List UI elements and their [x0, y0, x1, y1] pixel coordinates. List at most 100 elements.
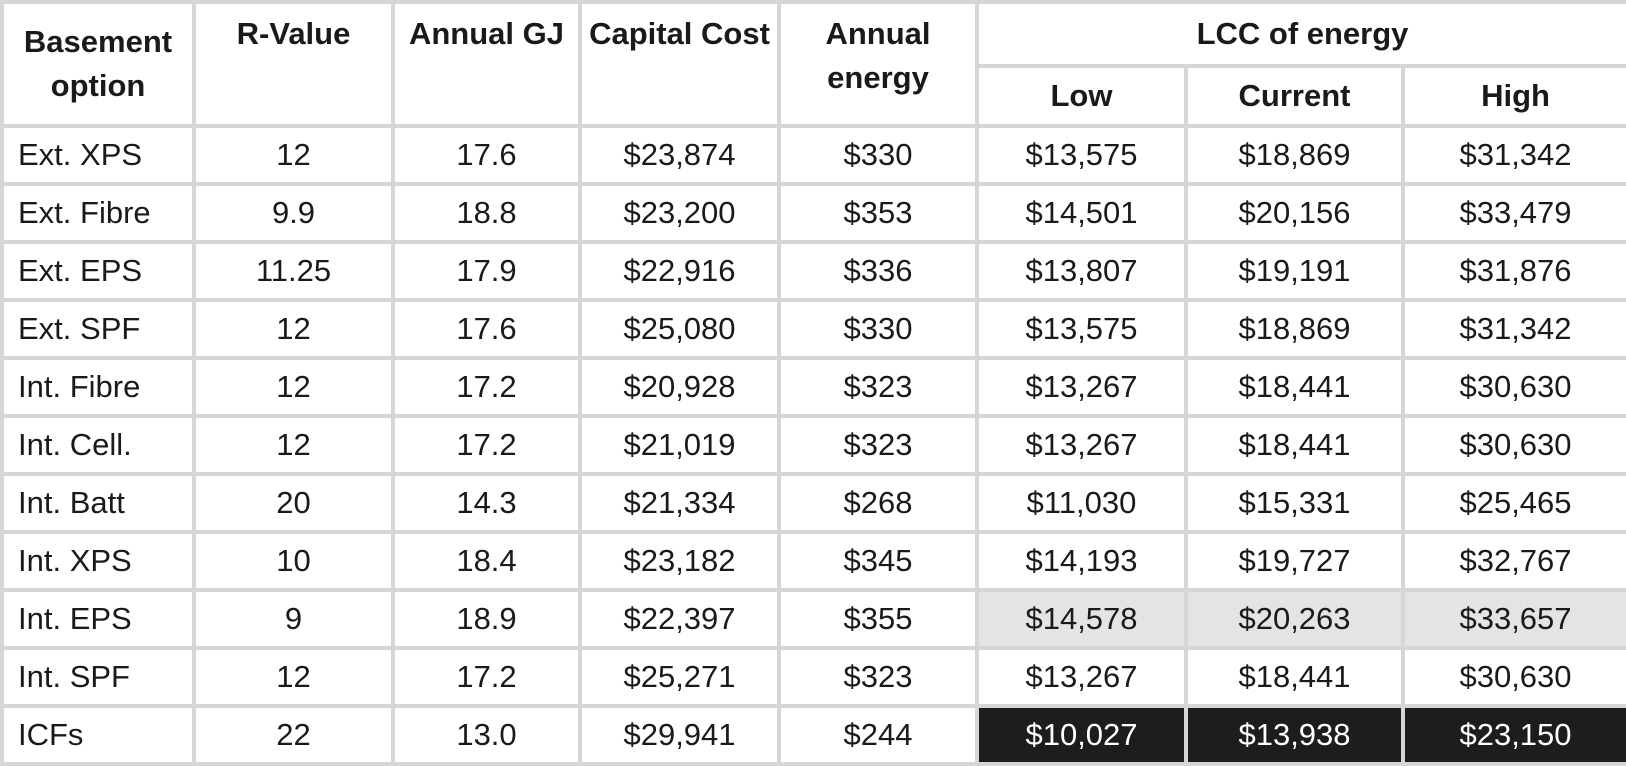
cell-option: Int. Batt	[0, 472, 196, 534]
cell-annual-energy: $355	[777, 588, 979, 650]
table-row: Int. Batt 20 14.3 $21,334 $268 $11,030 $…	[0, 472, 1626, 534]
cell-capital-cost: $23,874	[578, 124, 781, 186]
cell-lcc-current: $18,869	[1184, 124, 1405, 186]
table-row: Int. Fibre 12 17.2 $20,928 $323 $13,267 …	[0, 356, 1626, 418]
cell-capital-cost: $22,397	[578, 588, 781, 650]
cell-option: Ext. XPS	[0, 124, 196, 186]
cell-capital-cost: $22,916	[578, 240, 781, 302]
cell-lcc-low: $13,267	[975, 414, 1188, 476]
cell-r-value: 11.25	[192, 240, 395, 302]
cell-lcc-high: $33,479	[1401, 182, 1626, 244]
cell-option: Int. Fibre	[0, 356, 196, 418]
header-basement-option: Basement option	[0, 0, 196, 128]
cell-lcc-current: $18,441	[1184, 356, 1405, 418]
cell-r-value: 12	[192, 414, 395, 476]
cell-annual-gj: 17.2	[391, 646, 582, 708]
cell-lcc-current: $15,331	[1184, 472, 1405, 534]
cell-capital-cost: $23,182	[578, 530, 781, 592]
cell-lcc-high: $31,876	[1401, 240, 1626, 302]
cell-r-value: 22	[192, 704, 395, 766]
cell-lcc-current: $20,156	[1184, 182, 1405, 244]
table-row: Int. Cell. 12 17.2 $21,019 $323 $13,267 …	[0, 414, 1626, 476]
cell-capital-cost: $25,271	[578, 646, 781, 708]
table-row: Ext. EPS 11.25 17.9 $22,916 $336 $13,807…	[0, 240, 1626, 302]
table-row: Ext. XPS 12 17.6 $23,874 $330 $13,575 $1…	[0, 124, 1626, 186]
cell-lcc-current: $18,441	[1184, 646, 1405, 708]
cell-annual-energy: $268	[777, 472, 979, 534]
cell-lcc-low-highlighted: $14,578	[975, 588, 1188, 650]
cell-annual-energy: $323	[777, 646, 979, 708]
cell-lcc-current: $18,441	[1184, 414, 1405, 476]
cell-annual-energy: $244	[777, 704, 979, 766]
cell-lcc-current: $19,191	[1184, 240, 1405, 302]
cell-option: Int. SPF	[0, 646, 196, 708]
header-r-value: R-Value	[192, 0, 395, 128]
cell-r-value: 9.9	[192, 182, 395, 244]
cell-lcc-high: $31,342	[1401, 298, 1626, 360]
cell-lcc-high-highlighted: $33,657	[1401, 588, 1626, 650]
cell-lcc-low: $13,267	[975, 646, 1188, 708]
table-row-highlighted-light: Int. EPS 9 18.9 $22,397 $355 $14,578 $20…	[0, 588, 1626, 650]
cell-lcc-low-highlighted: $10,027	[975, 704, 1188, 766]
cell-lcc-current-highlighted: $13,938	[1184, 704, 1405, 766]
cell-r-value: 20	[192, 472, 395, 534]
cell-annual-energy: $336	[777, 240, 979, 302]
cell-option: Int. Cell.	[0, 414, 196, 476]
header-lcc-low: Low	[975, 64, 1188, 128]
table-row-highlighted-dark: ICFs 22 13.0 $29,941 $244 $10,027 $13,93…	[0, 704, 1626, 766]
cell-capital-cost: $21,334	[578, 472, 781, 534]
cell-annual-gj: 17.2	[391, 356, 582, 418]
cell-lcc-high: $30,630	[1401, 356, 1626, 418]
cell-option: Ext. SPF	[0, 298, 196, 360]
header-annual-energy: Annual energy	[777, 0, 979, 128]
cell-lcc-current: $19,727	[1184, 530, 1405, 592]
header-row: Basement option R-Value Annual GJ Capita…	[0, 0, 1626, 128]
cell-option: Int. XPS	[0, 530, 196, 592]
cell-capital-cost: $21,019	[578, 414, 781, 476]
cell-option: Ext. EPS	[0, 240, 196, 302]
cell-annual-gj: 18.4	[391, 530, 582, 592]
cell-annual-gj: 13.0	[391, 704, 582, 766]
table-row: Int. SPF 12 17.2 $25,271 $323 $13,267 $1…	[0, 646, 1626, 708]
cell-lcc-high: $30,630	[1401, 414, 1626, 476]
cell-lcc-current: $18,869	[1184, 298, 1405, 360]
cell-capital-cost: $20,928	[578, 356, 781, 418]
cell-r-value: 12	[192, 356, 395, 418]
cell-lcc-low: $13,807	[975, 240, 1188, 302]
cell-annual-gj: 17.6	[391, 298, 582, 360]
cell-annual-gj: 17.2	[391, 414, 582, 476]
table-row: Ext. SPF 12 17.6 $25,080 $330 $13,575 $1…	[0, 298, 1626, 360]
header-lcc-group: LCC of energy	[975, 0, 1626, 68]
cell-capital-cost: $25,080	[578, 298, 781, 360]
cell-annual-gj: 18.9	[391, 588, 582, 650]
cell-r-value: 12	[192, 124, 395, 186]
header-lcc-current: Current	[1184, 64, 1405, 128]
cell-lcc-high: $25,465	[1401, 472, 1626, 534]
cell-option: Int. EPS	[0, 588, 196, 650]
table-row: Ext. Fibre 9.9 18.8 $23,200 $353 $14,501…	[0, 182, 1626, 244]
cell-option: Ext. Fibre	[0, 182, 196, 244]
cell-r-value: 12	[192, 646, 395, 708]
cell-option: ICFs	[0, 704, 196, 766]
header-annual-gj: Annual GJ	[391, 0, 582, 128]
cell-lcc-high-highlighted: $23,150	[1401, 704, 1626, 766]
cell-lcc-current-highlighted: $20,263	[1184, 588, 1405, 650]
cell-lcc-low: $11,030	[975, 472, 1188, 534]
cell-lcc-low: $13,575	[975, 124, 1188, 186]
cell-lcc-low: $13,575	[975, 298, 1188, 360]
cell-annual-energy: $323	[777, 414, 979, 476]
cell-annual-energy: $330	[777, 298, 979, 360]
cell-lcc-high: $30,630	[1401, 646, 1626, 708]
cell-annual-gj: 14.3	[391, 472, 582, 534]
cell-lcc-low: $14,501	[975, 182, 1188, 244]
header-capital-cost: Capital Cost	[578, 0, 781, 128]
cell-r-value: 12	[192, 298, 395, 360]
cell-r-value: 10	[192, 530, 395, 592]
cell-annual-gj: 18.8	[391, 182, 582, 244]
cell-annual-energy: $345	[777, 530, 979, 592]
cell-lcc-high: $31,342	[1401, 124, 1626, 186]
cell-lcc-low: $14,193	[975, 530, 1188, 592]
header-subrow: Low Current High	[2, 64, 1626, 128]
cell-capital-cost: $23,200	[578, 182, 781, 244]
